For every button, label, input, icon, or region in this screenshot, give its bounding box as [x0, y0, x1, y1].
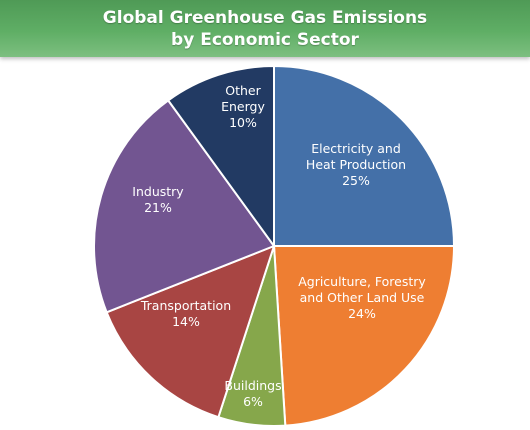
slice-category-label: Other	[225, 83, 261, 98]
pie-slice-industry	[93, 99, 275, 314]
slice-value-label: 14%	[172, 314, 200, 329]
slice-category-label: Buildings	[224, 378, 281, 393]
slice-label-other-energy: Other Energy 10%	[221, 83, 265, 130]
slice-category-label: Electricity and	[311, 141, 401, 156]
slice-category-label: Energy	[221, 99, 265, 114]
slice-label-buildings: Buildings 6%	[224, 378, 281, 409]
slice-category-label: and Other Land Use	[300, 290, 425, 305]
slice-value-label: 10%	[229, 115, 257, 130]
pie-slice-other-energy	[167, 65, 275, 247]
chart-title-line-2: by Economic Sector	[171, 29, 359, 50]
slice-value-label: 6%	[243, 394, 263, 409]
chart-title-bar: Global Greenhouse Gas Emissions by Econo…	[0, 0, 530, 57]
pie-slice-agriculture-forestry-and-other-land-use	[273, 245, 455, 427]
slice-label-transportation: Transportation 14%	[140, 298, 231, 329]
slice-label-industry: Industry 21%	[132, 184, 184, 215]
slice-category-label: Industry	[132, 184, 184, 199]
slice-value-label: 24%	[348, 306, 376, 321]
slice-category-label: Transportation	[140, 298, 231, 313]
pie-slice-transportation	[105, 245, 275, 419]
slice-category-label: Agriculture, Forestry	[298, 274, 426, 289]
slice-label-agriculture-forestry-and-other-land-use: Agriculture, Forestry and Other Land Use 2…	[298, 274, 426, 321]
chart-title-line-1: Global Greenhouse Gas Emissions	[102, 7, 428, 28]
slice-label-electricity-and-heat-production: Electricity and Heat Production 25%	[306, 141, 406, 188]
slice-category-label: Heat Production	[306, 157, 406, 172]
slice-value-label: 21%	[144, 200, 172, 215]
pie-slice-electricity-and-heat-production	[273, 65, 455, 247]
slice-value-label: 25%	[342, 173, 370, 188]
